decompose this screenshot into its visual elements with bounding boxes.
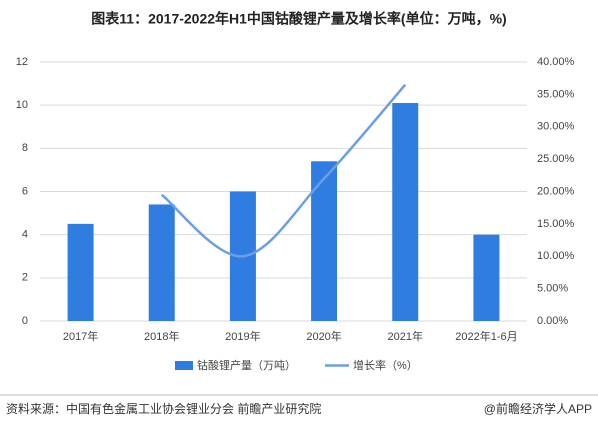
x-tick-label: 2017年 (63, 329, 98, 343)
x-tick-label: 2021年 (388, 329, 423, 343)
bar (311, 161, 338, 321)
x-tick-label: 2019年 (225, 329, 260, 343)
y-tick-label: 6 (22, 185, 28, 197)
legend-label: 钴酸锂产量（万吨） (197, 358, 296, 372)
bar (392, 103, 419, 321)
y2-tick-label: 35.00% (537, 88, 575, 100)
credit: @前瞻经济学人APP (484, 401, 592, 416)
y-tick-label: 10 (16, 99, 28, 111)
y2-tick-label: 0.00% (537, 315, 568, 327)
x-tick-label: 2020年 (306, 329, 341, 343)
bar (473, 234, 500, 321)
bar (148, 204, 175, 321)
line (160, 83, 407, 258)
y-tick-label: 2 (22, 272, 28, 284)
y2-tick-label: 25.00% (537, 153, 575, 165)
x-tick-label: 2022年1-6月 (455, 329, 517, 343)
legend-swatch (175, 361, 193, 370)
legend-label: 增长率（%） (353, 358, 418, 372)
x-tick-label: 2018年 (144, 329, 179, 343)
y-tick-label: 12 (16, 56, 28, 68)
y2-tick-label: 5.00% (537, 283, 568, 295)
y-tick-label: 0 (22, 315, 28, 327)
y2-tick-label: 40.00% (537, 56, 575, 68)
y-tick-label: 4 (22, 229, 28, 241)
source: 资料来源：中国有色金属工业协会锂业分会 前瞻产业研究院 (6, 401, 321, 416)
y2-tick-label: 10.00% (537, 250, 575, 262)
y-tick-label: 8 (22, 142, 28, 154)
y2-tick-label: 15.00% (537, 218, 575, 230)
chart-title: 图表11：2017-2022年H1中国钴酸锂产量及增长率(单位：万吨，%) (91, 11, 506, 27)
y2-tick-label: 30.00% (537, 121, 575, 133)
bar (67, 223, 94, 321)
y2-tick-label: 20.00% (537, 185, 575, 197)
